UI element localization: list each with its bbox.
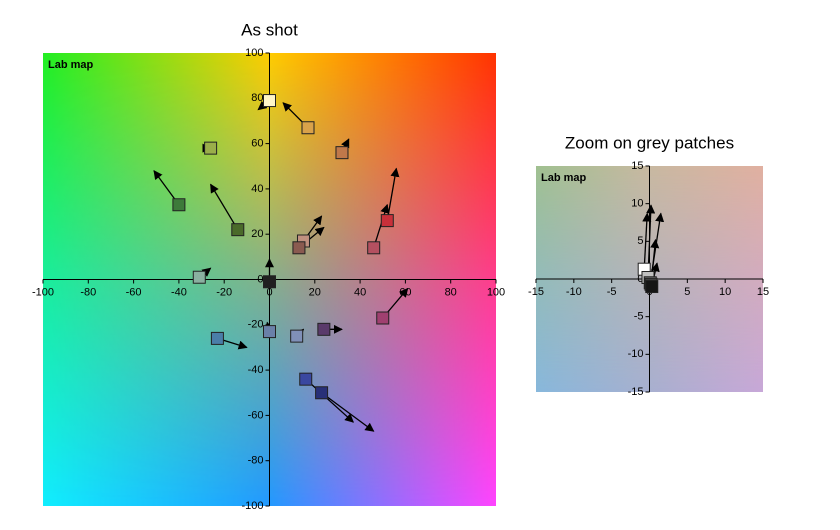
arrow	[642, 212, 652, 270]
annotation: Lab map	[48, 59, 94, 71]
arrow	[305, 378, 354, 423]
patch	[263, 325, 276, 339]
x-tick-label: -40	[171, 286, 187, 298]
patch	[204, 141, 218, 155]
x-tick-label: 0	[266, 286, 272, 298]
x-tick-label: 20	[309, 286, 321, 298]
patch	[376, 311, 390, 325]
y-tick-label: 80	[251, 92, 263, 104]
patch	[290, 329, 304, 343]
y-tick-label: 40	[251, 183, 263, 195]
y-tick-label: 100	[245, 47, 263, 59]
x-tick-label: -15	[528, 286, 544, 298]
patch	[263, 94, 276, 108]
x-tick-label: -100	[32, 286, 54, 298]
y-tick-label: -15	[628, 386, 644, 398]
arrow	[210, 183, 239, 231]
patch	[192, 270, 206, 284]
patch	[292, 241, 306, 255]
y-tick-label: -60	[248, 409, 264, 421]
patch	[299, 372, 313, 386]
y-tick-label: -80	[248, 455, 264, 467]
y-tick-label: -5	[634, 311, 644, 323]
x-tick-label: 15	[757, 286, 769, 298]
x-tick-label: 80	[445, 286, 457, 298]
x-tick-label: -80	[80, 286, 96, 298]
chart-title: Zoom on grey patches	[565, 133, 734, 152]
patch	[317, 322, 331, 336]
y-tick-label: 0	[637, 273, 643, 285]
x-tick-label: -60	[126, 286, 142, 298]
y-tick-label: 5	[637, 235, 643, 247]
patch	[645, 280, 659, 294]
y-tick-label: -10	[628, 348, 644, 360]
patch	[301, 121, 315, 135]
x-tick-label: 100	[487, 286, 505, 298]
arrow	[321, 392, 375, 432]
y-tick-label: 20	[251, 228, 263, 240]
x-tick-label: -20	[216, 286, 232, 298]
y-tick-label: -20	[248, 319, 264, 331]
patch	[231, 223, 245, 237]
y-tick-label: -100	[241, 500, 263, 512]
patch	[263, 275, 276, 289]
patch	[335, 146, 349, 160]
x-tick-label: -5	[607, 286, 617, 298]
y-tick-label: 15	[631, 160, 643, 172]
x-tick-label: 5	[684, 286, 690, 298]
arrow	[373, 203, 390, 248]
x-tick-label: -10	[566, 286, 582, 298]
annotation: Lab map	[541, 172, 587, 184]
patch	[172, 198, 186, 212]
patch	[367, 241, 381, 255]
y-tick-label: 60	[251, 138, 263, 150]
patch	[315, 386, 329, 400]
y-tick-label: 10	[631, 198, 643, 210]
y-tick-label: 0	[257, 273, 263, 285]
x-tick-label: 10	[719, 286, 731, 298]
patch	[210, 331, 224, 345]
patch	[380, 214, 394, 228]
x-tick-label: 40	[354, 286, 366, 298]
y-tick-label: -40	[248, 364, 264, 376]
chart-title: As shot	[241, 20, 298, 39]
